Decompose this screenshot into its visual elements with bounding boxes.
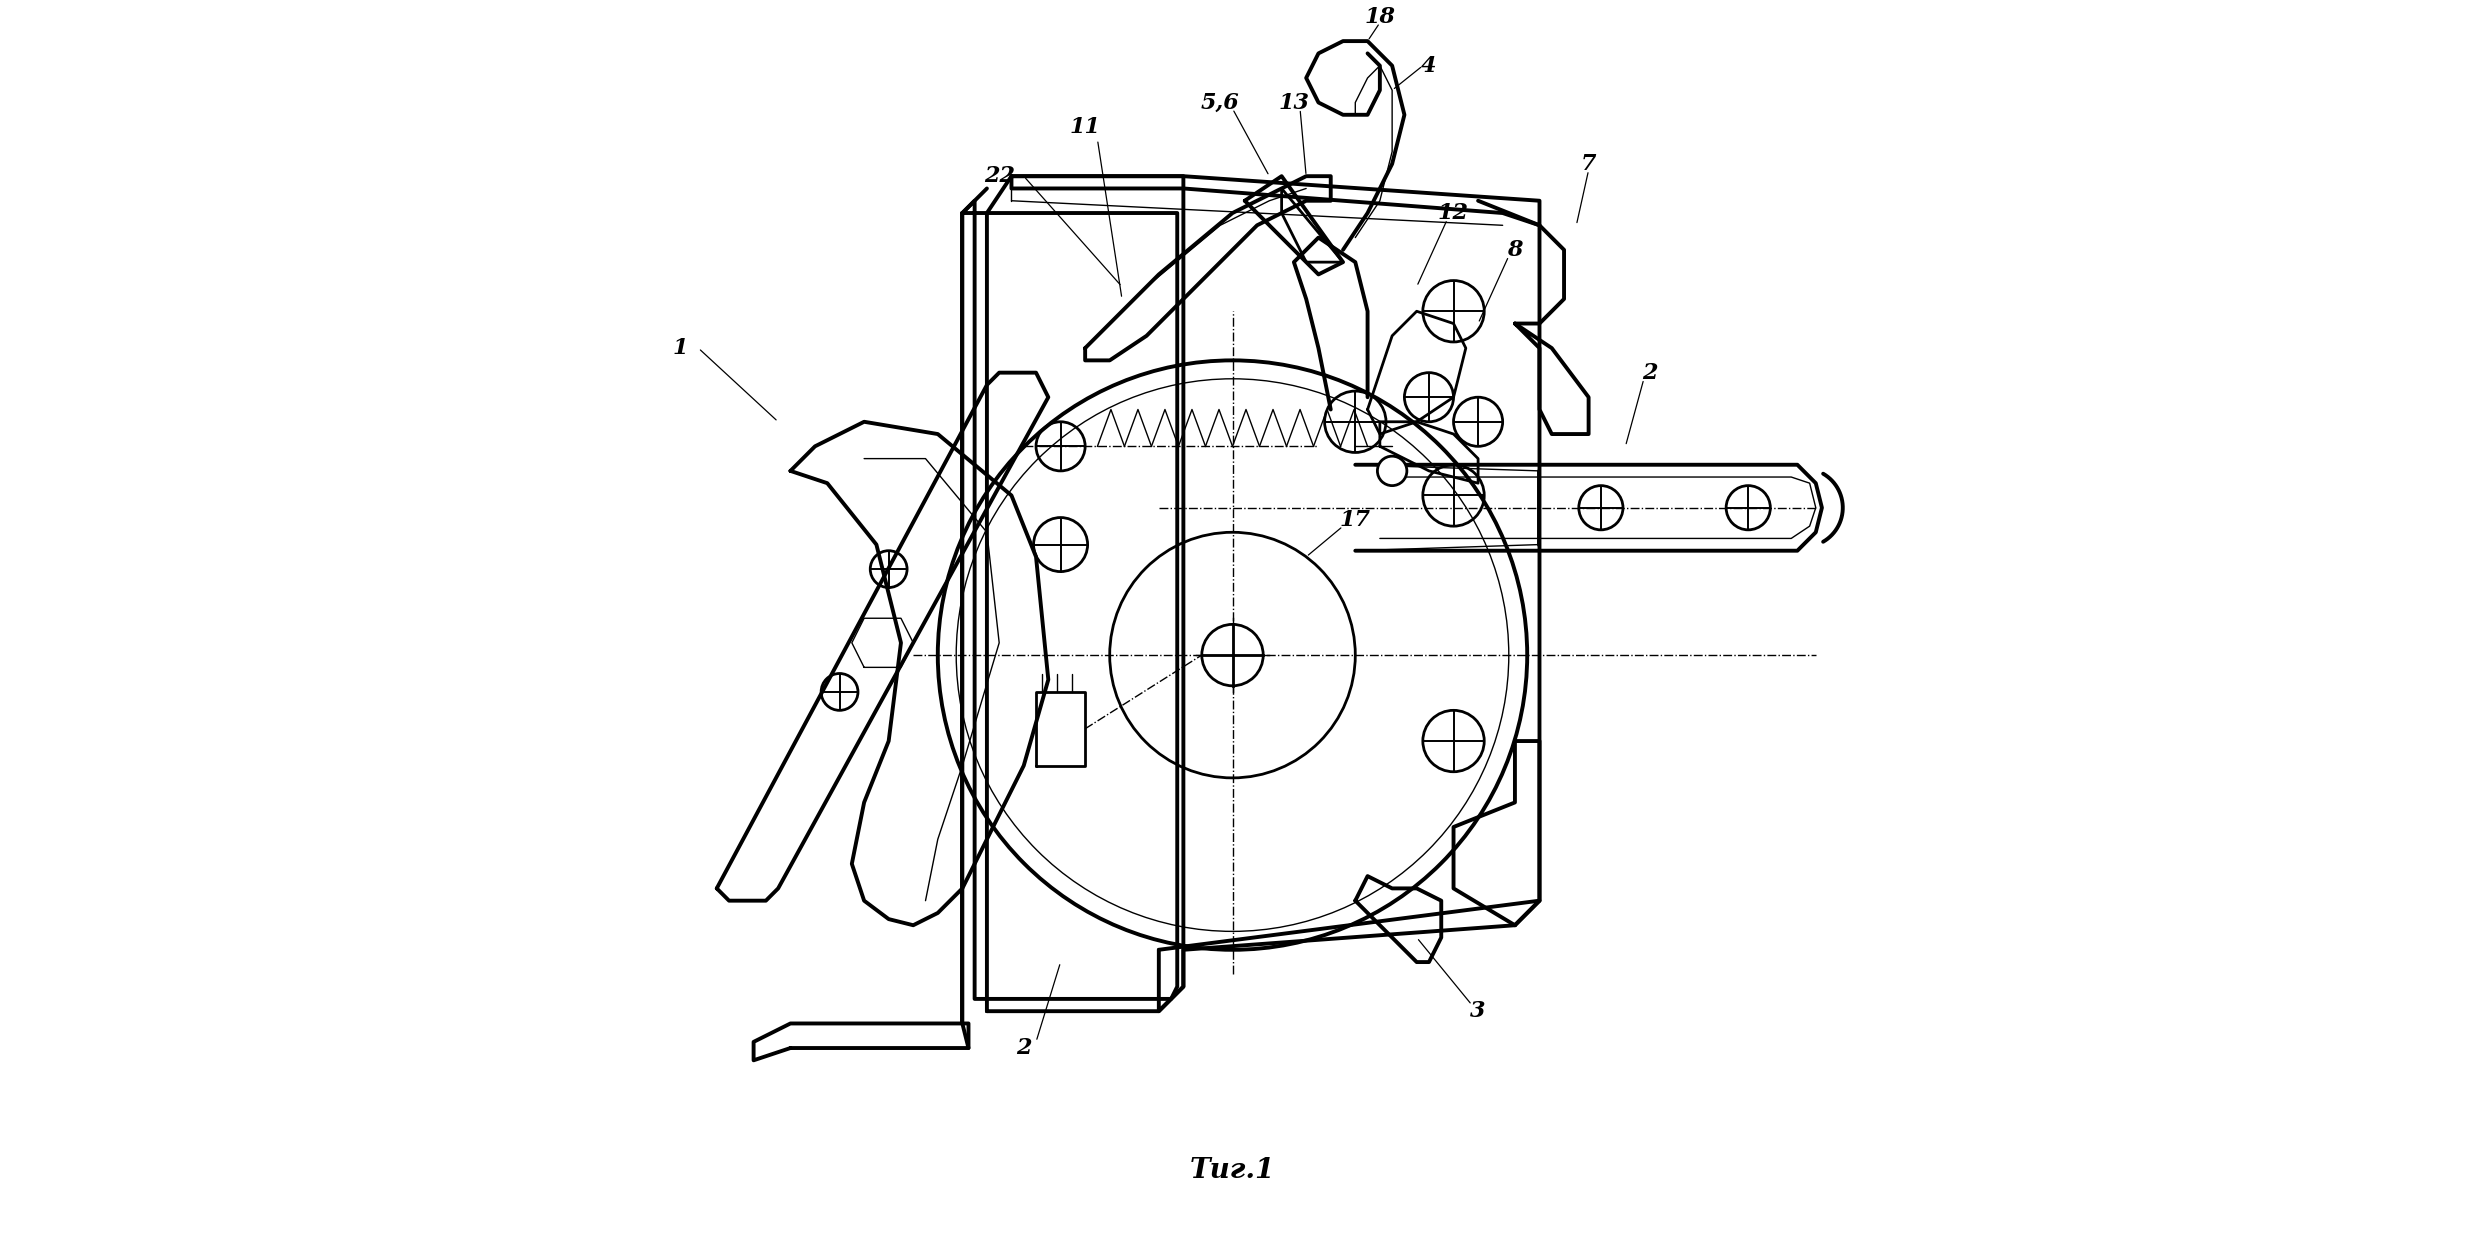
Text: 8: 8: [1506, 238, 1523, 261]
Text: 7: 7: [1580, 153, 1597, 175]
Text: 12: 12: [1437, 203, 1469, 224]
Text: 17: 17: [1341, 509, 1371, 531]
Text: 5,6: 5,6: [1200, 91, 1240, 114]
Text: 22: 22: [984, 165, 1016, 188]
Text: 13: 13: [1279, 91, 1309, 114]
Text: 4: 4: [1422, 54, 1437, 77]
Text: 11: 11: [1070, 116, 1102, 138]
Text: 3: 3: [1469, 1000, 1486, 1023]
Text: 18: 18: [1363, 5, 1395, 27]
Text: 2: 2: [1016, 1037, 1030, 1060]
Circle shape: [1203, 625, 1262, 685]
Text: Τиг.1: Τиг.1: [1191, 1157, 1274, 1184]
Circle shape: [1378, 456, 1408, 485]
Text: 2: 2: [1642, 362, 1659, 384]
Text: 1: 1: [673, 337, 688, 359]
